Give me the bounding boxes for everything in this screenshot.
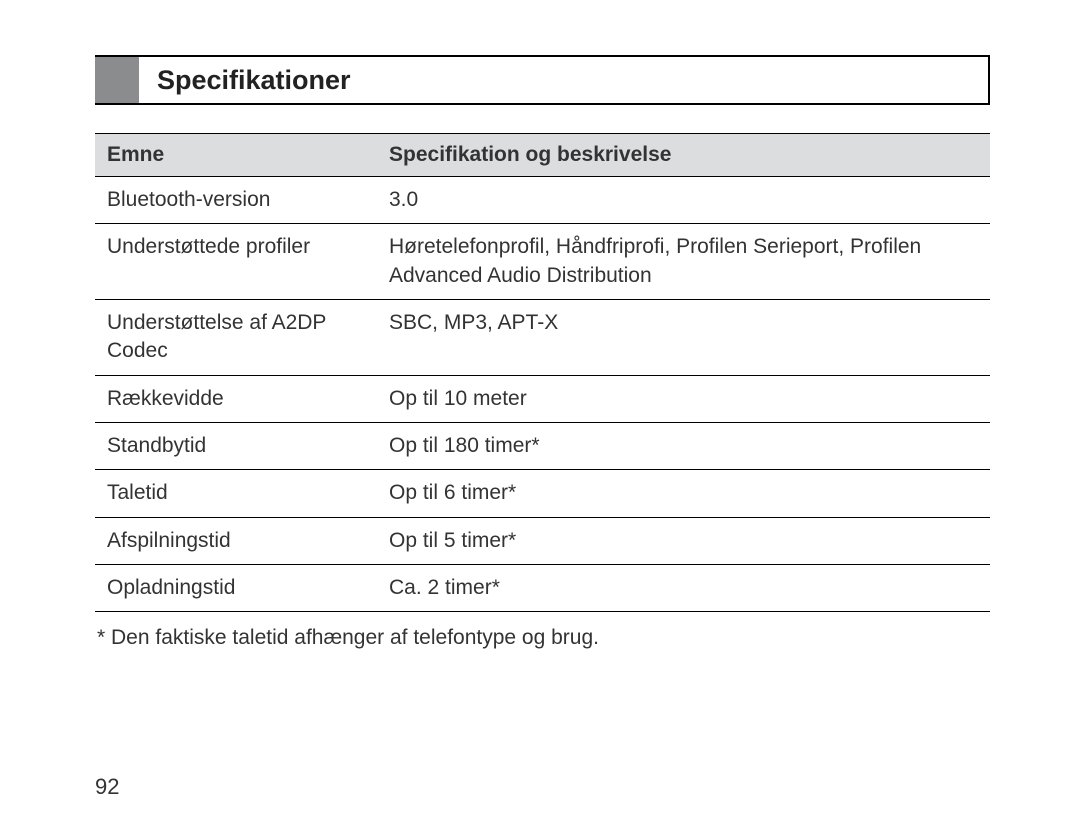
table-row: Afspilningstid Op til 5 timer* <box>95 517 990 564</box>
cell-emne: Understøttelse af A2DP Codec <box>95 300 377 376</box>
cell-spec: SBC, MP3, APT-X <box>377 300 990 376</box>
table-row: Opladningstid Ca. 2 timer* <box>95 565 990 612</box>
cell-spec: Op til 180 timer* <box>377 423 990 470</box>
table-row: Bluetooth-version 3.0 <box>95 177 990 224</box>
table-row: Understøttede profiler Høretelefonprofil… <box>95 224 990 300</box>
table-header-row: Emne Specifikation og beskrivelse <box>95 134 990 177</box>
table-row: Standbytid Op til 180 timer* <box>95 423 990 470</box>
table-row: Taletid Op til 6 timer* <box>95 470 990 517</box>
table-row: Rækkevidde Op til 10 meter <box>95 375 990 422</box>
heading-title: Specifikationer <box>139 57 988 103</box>
section-heading: Specifikationer <box>95 55 990 105</box>
table-row: Understøttelse af A2DP Codec SBC, MP3, A… <box>95 300 990 376</box>
column-header-spec: Specifikation og beskrivelse <box>377 134 990 177</box>
column-header-emne: Emne <box>95 134 377 177</box>
cell-emne: Understøttede profiler <box>95 224 377 300</box>
cell-emne: Bluetooth-version <box>95 177 377 224</box>
cell-emne: Taletid <box>95 470 377 517</box>
cell-spec: Ca. 2 timer* <box>377 565 990 612</box>
cell-emne: Afspilningstid <box>95 517 377 564</box>
cell-emne: Standbytid <box>95 423 377 470</box>
footnote-text: * Den faktiske taletid afhænger af telef… <box>95 626 990 650</box>
cell-spec: Op til 5 timer* <box>377 517 990 564</box>
cell-spec: Op til 10 meter <box>377 375 990 422</box>
cell-spec: Høretelefonprofil, Håndfriprofi, Profile… <box>377 224 990 300</box>
cell-spec: 3.0 <box>377 177 990 224</box>
heading-accent-block <box>95 57 139 103</box>
page-number: 92 <box>95 774 119 800</box>
cell-spec: Op til 6 timer* <box>377 470 990 517</box>
cell-emne: Opladningstid <box>95 565 377 612</box>
page-container: Specifikationer Emne Specifikation og be… <box>0 0 1080 840</box>
specifications-table: Emne Specifikation og beskrivelse Blueto… <box>95 133 990 612</box>
cell-emne: Rækkevidde <box>95 375 377 422</box>
